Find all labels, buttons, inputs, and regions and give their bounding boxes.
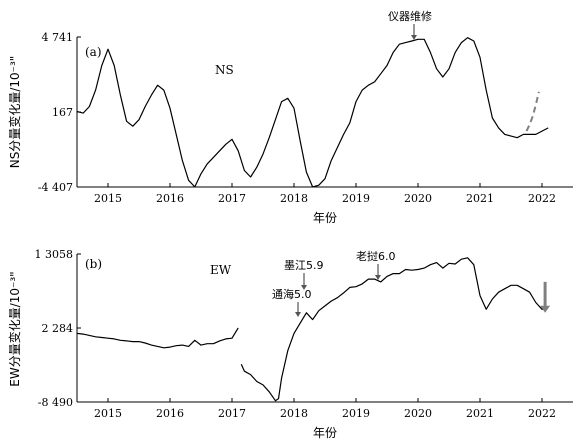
x-tick-label-a-2021: 2021 (466, 192, 494, 205)
y-tick-label-a-1: 167 (52, 106, 73, 119)
annotation-arrowhead-b-2 (375, 275, 381, 280)
x-tick-label-a-2020: 2020 (404, 192, 432, 205)
panel-label-b: (b) (85, 257, 102, 271)
x-tick-label-b-2019: 2019 (342, 407, 370, 420)
x-tick-label-b-2016: 2016 (156, 407, 184, 420)
x-tick-label-a-2022: 2022 (528, 192, 556, 205)
series-line-b-1 (240, 257, 546, 402)
x-tick-label-a-2015: 2015 (94, 192, 122, 205)
x-axis-title-a: 年份 (313, 211, 337, 225)
y-axis-title-a: NS分量变化量/10⁻³" (7, 56, 22, 169)
x-axis-title-b: 年份 (313, 426, 337, 440)
panel-ew: (b) EW 年份 EW分量变化量/10⁻³" 2015 2016 2017 2018… (7, 248, 573, 440)
annotation-arrowhead-b-1 (295, 312, 301, 317)
annotation-arrowhead-b-0 (301, 285, 307, 290)
gray-arrow-head (540, 305, 551, 313)
y-tick-label-b-0: 1 3058 (35, 248, 74, 261)
panel-label-a: (a) (85, 45, 102, 59)
annotation-a-0: 仪器维修 (388, 9, 432, 23)
x-tick-label-a-2017: 2017 (218, 192, 246, 205)
annotation-arrowhead-a-0 (411, 35, 417, 40)
annotation-b-0: 墨江5.9 (284, 259, 324, 272)
y-tick-label-b-1: 2 284 (42, 322, 74, 335)
annotation-b-1: 通海5.0 (272, 287, 312, 301)
y-tick-label-a-2: -4 407 (38, 181, 73, 194)
series-line-a-0 (76, 37, 549, 188)
x-tick-label-b-2020: 2020 (404, 407, 432, 420)
series-line-b-0 (76, 327, 239, 349)
annotation-b-2: 老挝6.0 (356, 249, 396, 263)
panel-ns: (a) NS 年份 NS分量变化量/10⁻³" 2015 2016 2017 2018… (7, 9, 573, 225)
series-label-ew: EW (210, 263, 232, 277)
x-tick-label-b-2022: 2022 (528, 407, 556, 420)
x-tick-label-b-2015: 2015 (94, 407, 122, 420)
x-tick-label-b-2018: 2018 (280, 407, 308, 420)
x-tick-label-b-2021: 2021 (466, 407, 494, 420)
y-axis-title-b: EW分量变化量/10⁻³" (7, 271, 22, 386)
y-tick-label-b-2: -8 490 (38, 396, 73, 409)
x-tick-label-a-2016: 2016 (156, 192, 184, 205)
y-tick-label-a-0: 4 741 (42, 31, 74, 44)
series-line-a-1 (525, 91, 540, 132)
x-tick-label-a-2019: 2019 (342, 192, 370, 205)
x-tick-label-b-2017: 2017 (218, 407, 246, 420)
series-label-ns: NS (215, 63, 234, 77)
x-tick-label-a-2018: 2018 (280, 192, 308, 205)
